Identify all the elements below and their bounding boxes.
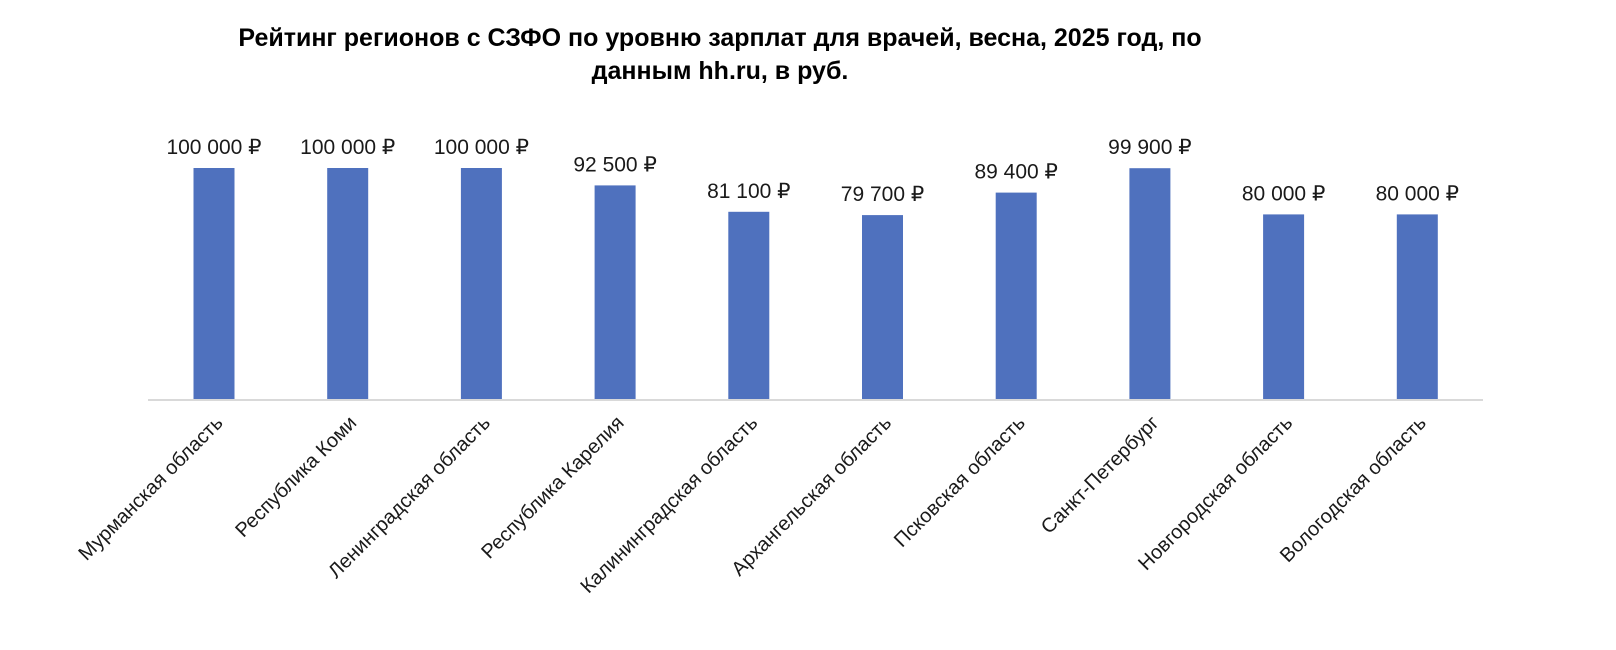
data-label-5: 79 700 ₽	[841, 183, 924, 206]
data-label-4: 81 100 ₽	[707, 180, 790, 203]
category-label-5: Архангельская область	[728, 412, 897, 581]
chart-title-line-2: данным hh.ru, в руб.	[591, 57, 849, 85]
data-label-1: 100 000 ₽	[300, 136, 395, 159]
category-label-3: Республика Карелия	[477, 412, 628, 563]
category-labels-layer: Мурманская область Республика КомиЛенингр…	[74, 412, 1430, 598]
category-label-7: Санкт-Петербург	[1037, 412, 1163, 538]
bar-1	[327, 168, 369, 400]
bar-8	[1263, 214, 1305, 400]
bar-3	[594, 185, 636, 400]
category-label-9: Вологодская область	[1276, 412, 1431, 567]
bar-5	[862, 215, 903, 400]
category-label-8: Новгородская область	[1134, 412, 1297, 575]
data-label-3: 92 500 ₽	[573, 153, 656, 176]
bar-9	[1396, 214, 1438, 400]
data-label-0: 100 000 ₽	[166, 136, 261, 159]
category-label-6: Псковская область	[890, 412, 1030, 552]
category-label-0: Мурманская область	[74, 412, 227, 565]
bar-0	[193, 168, 235, 400]
data-label-6: 89 400 ₽	[974, 161, 1057, 184]
bar-6	[995, 192, 1037, 400]
category-label-1: Республика Коми	[231, 412, 361, 542]
chart-title-line-1: Рейтинг регионов с СЗФО по уровню зарпла…	[238, 24, 1202, 52]
bar-2	[460, 168, 502, 400]
data-label-8: 80 000 ₽	[1242, 182, 1325, 205]
data-labels-layer: 100 000 ₽ 100 000 ₽ 100 000 ₽ 92 500 ₽ 81 10…	[166, 136, 1459, 206]
bar-4	[728, 211, 770, 400]
bar-7	[1129, 168, 1171, 400]
bars-layer	[193, 168, 1438, 400]
data-label-7: 99 900 ₽	[1108, 136, 1191, 159]
data-label-9: 80 000 ₽	[1376, 182, 1459, 205]
data-label-2: 100 000 ₽	[434, 136, 529, 159]
chart-title: Рейтинг регионов с СЗФО по уровню зарпла…	[170, 22, 1270, 88]
